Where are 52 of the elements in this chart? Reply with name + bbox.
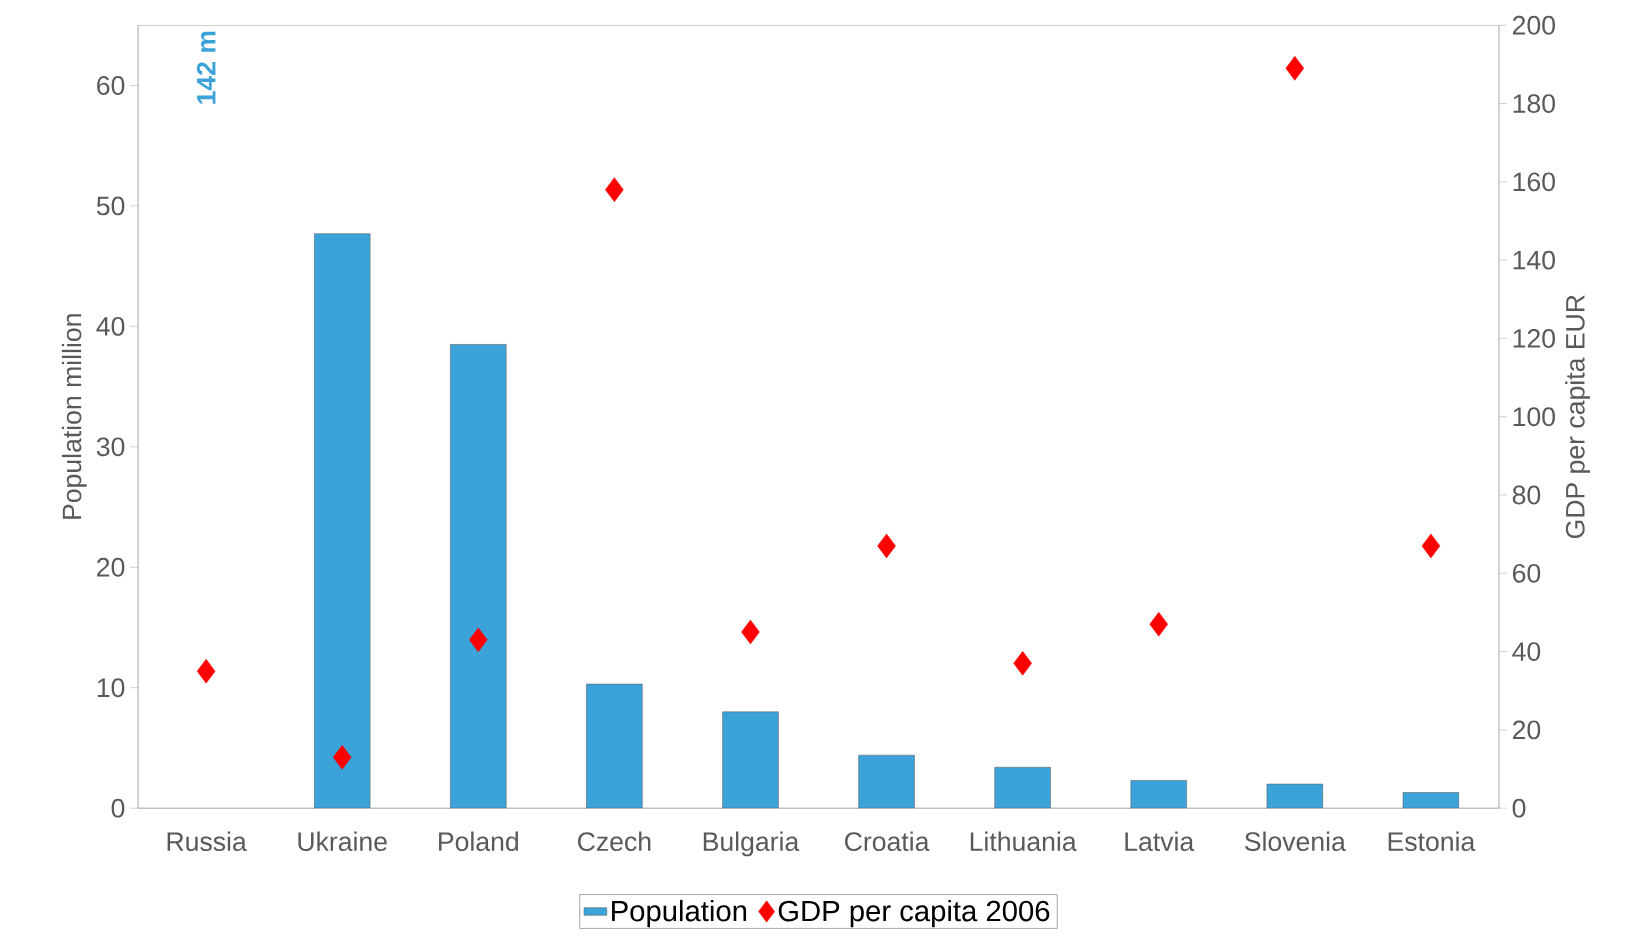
bar (858, 754, 915, 809)
y2-axis-title: GDP per capita EUR (1565, 295, 1590, 539)
y-axis-title: Population million (61, 314, 87, 519)
y-tick-label: 20 (97, 557, 125, 577)
y-tick-label: 50 (96, 196, 125, 216)
y2-tick-label: 120 (1513, 329, 1555, 348)
point (1149, 612, 1168, 637)
x-tick-label: Poland (439, 831, 518, 852)
y2-tick-label: 100 (1513, 407, 1555, 427)
y-tick-label: 0 (111, 798, 125, 818)
bar (1402, 792, 1460, 809)
annotation: 142 m (196, 31, 216, 104)
x-tick-label: Latvia (1125, 831, 1195, 852)
bar (314, 233, 371, 809)
bar (450, 344, 507, 809)
y2-tick-label: 0 (1512, 798, 1526, 818)
y2-tick-label: 160 (1513, 172, 1555, 192)
bar (586, 683, 643, 809)
point (741, 619, 760, 645)
y-tick-label: 60 (97, 76, 125, 95)
y2-tick-label: 80 (1512, 485, 1541, 505)
bar (1266, 783, 1323, 809)
x-tick-label: Estonia (1388, 831, 1476, 852)
y-tick-label: 40 (96, 317, 125, 336)
y-tick-label: 10 (97, 678, 125, 698)
y2-tick-label: 140 (1513, 250, 1555, 270)
x-tick-label: Croatia (845, 831, 930, 852)
bar (722, 711, 779, 809)
point (1285, 56, 1305, 81)
y2-tick-label: 180 (1513, 94, 1555, 114)
y-tick-label: 30 (96, 437, 125, 457)
y2-tick-label: 20 (1512, 720, 1541, 740)
bar (1130, 780, 1187, 809)
x-tick-label: Bulgaria (703, 831, 800, 857)
point (469, 627, 488, 653)
x-tick-label: Russia (167, 831, 247, 852)
y2-tick-label: 40 (1512, 642, 1541, 662)
x-tick-label: Ukraine (298, 831, 387, 852)
point (605, 177, 624, 202)
legend-label: GDP per capita 2006 (778, 899, 1050, 928)
point (877, 533, 896, 559)
point (196, 658, 216, 684)
bar (994, 767, 1051, 809)
x-tick-label: Lithuania (970, 831, 1077, 852)
point (1013, 651, 1032, 676)
x-tick-label: Slovenia (1245, 831, 1346, 852)
legend-label: Population (612, 899, 747, 928)
point (1421, 533, 1441, 559)
y2-tick-label: 200 (1512, 15, 1555, 35)
y2-tick-label: 60 (1512, 563, 1541, 583)
x-tick-label: Czech (578, 831, 651, 852)
point (332, 745, 352, 770)
